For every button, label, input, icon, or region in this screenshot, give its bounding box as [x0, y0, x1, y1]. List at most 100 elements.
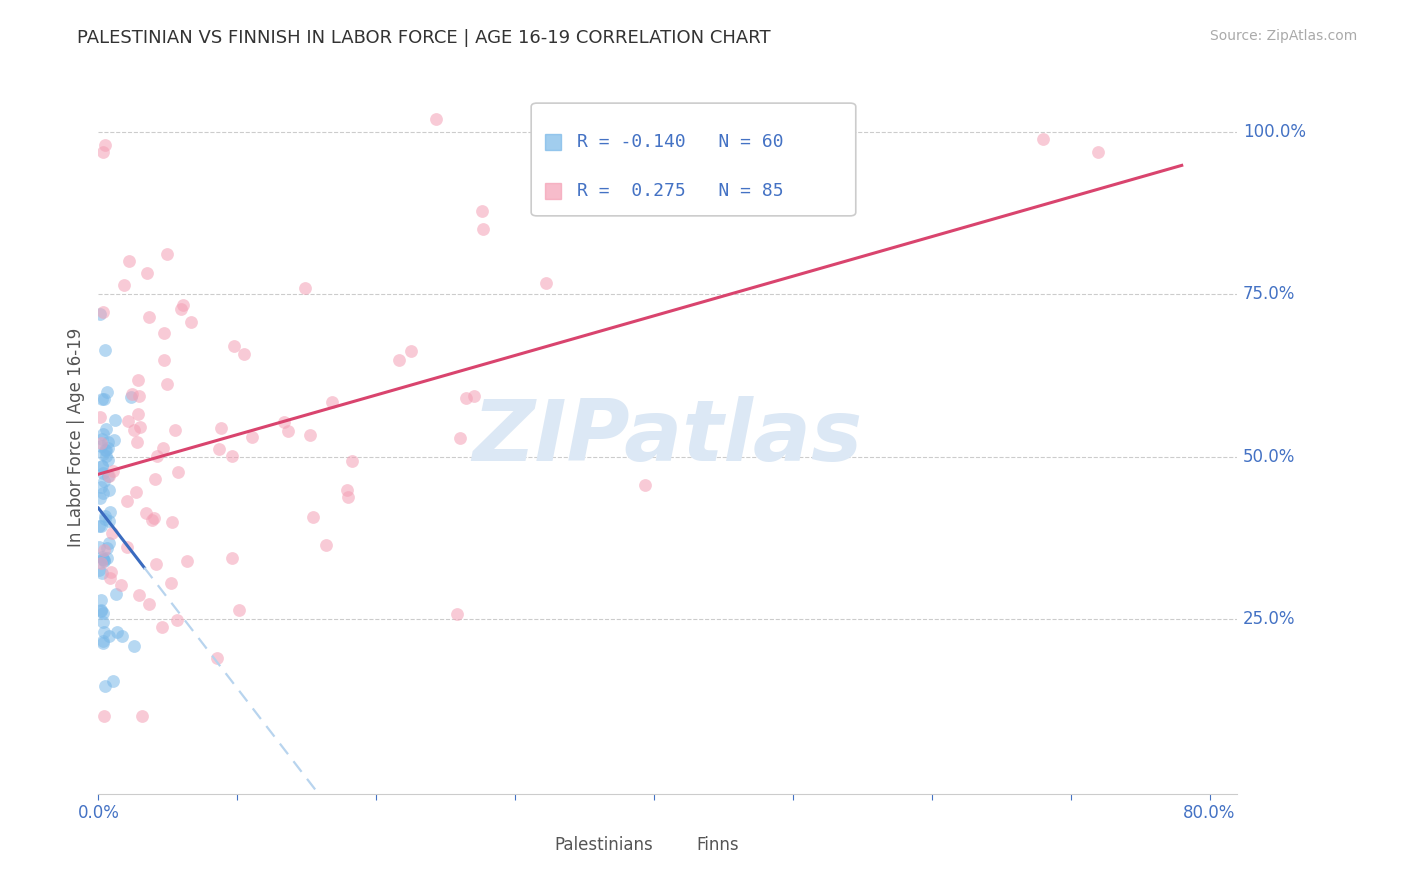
Point — [321, 395, 343, 409]
Point — [120, 390, 142, 404]
Point — [94, 138, 117, 153]
Point — [97, 469, 120, 483]
Point — [97, 441, 120, 455]
Point — [153, 326, 176, 341]
Point — [90, 593, 112, 607]
Point — [156, 247, 179, 261]
Text: R =  0.275   N = 85: R = 0.275 N = 85 — [576, 182, 783, 200]
Point — [128, 419, 150, 434]
Point — [101, 464, 124, 478]
Point — [172, 297, 194, 311]
Point — [1032, 131, 1054, 145]
Point — [89, 563, 111, 577]
Point — [91, 427, 114, 442]
Point — [122, 423, 145, 437]
Point — [101, 526, 124, 541]
Point — [98, 572, 121, 586]
Point — [221, 449, 243, 463]
Point — [93, 442, 115, 457]
Point — [90, 604, 112, 618]
Text: 25.0%: 25.0% — [1243, 610, 1295, 628]
Point — [91, 459, 114, 474]
Point — [91, 447, 114, 461]
Point — [150, 620, 173, 634]
Point — [143, 472, 166, 486]
Point — [90, 519, 112, 533]
Point — [141, 513, 163, 527]
FancyBboxPatch shape — [531, 103, 856, 216]
Point — [454, 391, 477, 405]
Point — [100, 566, 122, 580]
Point — [89, 540, 111, 554]
Point — [118, 253, 141, 268]
Point — [104, 587, 127, 601]
Point — [98, 536, 121, 550]
Point — [152, 441, 174, 455]
Point — [228, 603, 250, 617]
Point — [90, 550, 112, 565]
Point — [90, 432, 112, 446]
Text: R = -0.140   N = 60: R = -0.140 N = 60 — [576, 134, 783, 152]
Point — [131, 709, 153, 723]
Point — [91, 615, 114, 629]
Point — [110, 578, 132, 592]
Point — [446, 607, 468, 621]
Point — [634, 478, 657, 492]
Text: Source: ZipAtlas.com: Source: ZipAtlas.com — [1209, 29, 1357, 44]
Point — [166, 613, 188, 627]
Point — [96, 384, 118, 399]
Point — [101, 674, 124, 689]
Point — [121, 387, 143, 401]
Point — [207, 442, 229, 456]
Point — [388, 353, 411, 368]
Point — [98, 469, 121, 483]
Point — [534, 277, 557, 291]
Point — [93, 624, 115, 639]
Point — [277, 424, 299, 438]
Point — [337, 490, 360, 504]
Point — [156, 376, 179, 391]
Point — [90, 480, 112, 494]
Point — [93, 553, 115, 567]
Point — [136, 266, 159, 280]
Point — [463, 389, 485, 403]
Point — [98, 483, 121, 497]
Point — [143, 510, 166, 524]
Point — [93, 392, 115, 407]
Point — [160, 576, 183, 591]
Point — [98, 505, 121, 519]
Point — [98, 629, 121, 643]
Point — [180, 315, 202, 329]
Point — [145, 557, 167, 571]
Point — [91, 633, 114, 648]
Point — [205, 650, 228, 665]
Point — [104, 412, 127, 426]
Point — [117, 414, 139, 428]
Point — [127, 407, 149, 421]
Point — [93, 512, 115, 526]
Point — [399, 344, 422, 359]
Point — [145, 450, 167, 464]
Point — [124, 484, 146, 499]
Point — [122, 640, 145, 654]
Point — [298, 427, 321, 442]
Text: Palestinians: Palestinians — [554, 837, 652, 855]
Point — [96, 541, 118, 555]
Point — [449, 431, 471, 445]
Point — [138, 597, 160, 611]
Point — [160, 515, 183, 529]
Y-axis label: In Labor Force | Age 16-19: In Labor Force | Age 16-19 — [66, 327, 84, 547]
Text: Finns: Finns — [696, 837, 740, 855]
Point — [176, 554, 198, 568]
Point — [425, 112, 447, 127]
Point — [103, 433, 125, 447]
Point — [117, 494, 139, 508]
Point — [93, 554, 115, 568]
Point — [90, 459, 112, 474]
Point — [90, 566, 112, 580]
Point — [90, 436, 112, 450]
Point — [336, 483, 359, 498]
Point — [105, 624, 128, 639]
Point — [128, 588, 150, 602]
Point — [90, 439, 112, 453]
